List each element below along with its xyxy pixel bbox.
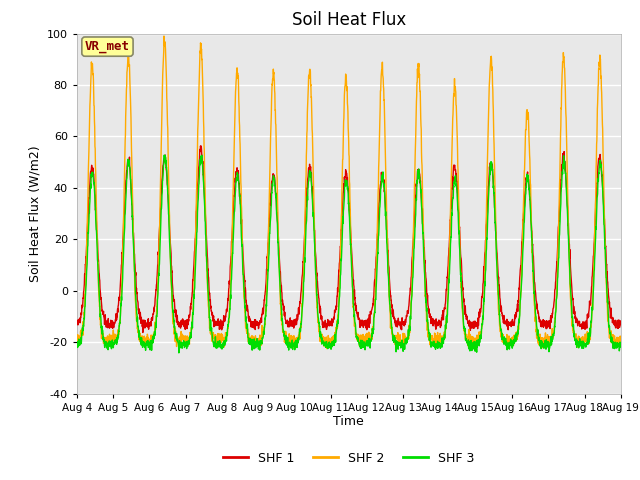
SHF 2 (584, 334, 592, 339)
SHF 3 (570, 324, 577, 330)
SHF 3 (365, 338, 372, 344)
SHF 3 (161, 152, 168, 158)
SHF 1 (584, 311, 592, 316)
X-axis label: Time: Time (333, 415, 364, 429)
Line: SHF 2: SHF 2 (77, 36, 621, 348)
SHF 1 (139, 330, 147, 336)
SHF 2 (376, 88, 384, 94)
Legend: SHF 1, SHF 2, SHF 3: SHF 1, SHF 2, SHF 3 (218, 447, 479, 469)
Y-axis label: Soil Heat Flux (W/m2): Soil Heat Flux (W/m2) (28, 145, 41, 282)
SHF 1 (508, 324, 515, 329)
SHF 2 (160, 33, 168, 39)
SHF 2 (570, 329, 577, 335)
SHF 3 (73, 342, 81, 348)
SHF 1 (570, 300, 577, 305)
SHF 3 (508, 342, 515, 348)
SHF 2 (617, 338, 625, 344)
SHF 1 (365, 319, 372, 325)
SHF 1 (196, 143, 204, 149)
SHF 2 (225, 320, 232, 325)
SHF 1 (73, 320, 81, 326)
SHF 1 (377, 181, 385, 187)
SHF 3 (584, 330, 592, 336)
Line: SHF 3: SHF 3 (77, 155, 621, 353)
SHF 3 (617, 341, 625, 347)
SHF 2 (73, 340, 81, 346)
Title: Soil Heat Flux: Soil Heat Flux (292, 11, 406, 29)
SHF 1 (617, 320, 625, 325)
SHF 3 (225, 315, 233, 321)
SHF 3 (377, 186, 385, 192)
Text: VR_met: VR_met (85, 40, 130, 53)
SHF 2 (365, 333, 372, 339)
SHF 2 (508, 337, 515, 343)
SHF 1 (225, 285, 233, 291)
Line: SHF 1: SHF 1 (77, 146, 621, 333)
SHF 3 (175, 350, 182, 356)
SHF 2 (399, 346, 406, 351)
